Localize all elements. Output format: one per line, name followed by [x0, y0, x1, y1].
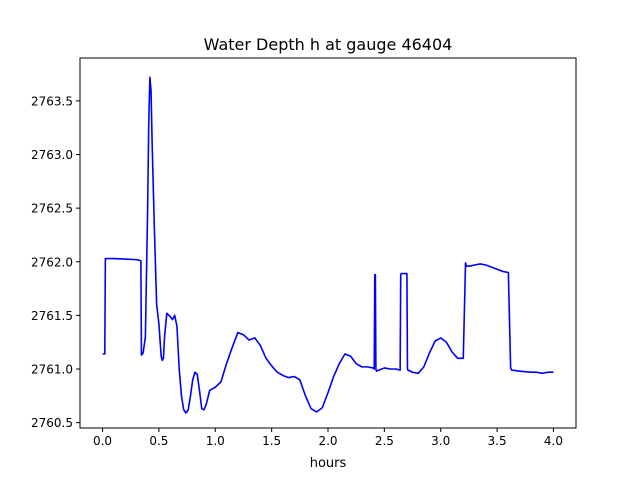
y-tick-label: 2760.5	[31, 416, 73, 430]
y-tick-label: 2763.5	[31, 94, 73, 108]
y-tick-label: 2763.0	[31, 148, 73, 162]
series-line	[102, 76, 554, 414]
x-axis: 0.0 0.5 1.0 1.5 2.0 2.5 3.0 3.5 4.0	[93, 428, 563, 448]
y-tick-label: 2761.0	[31, 363, 73, 377]
x-tick-label: 2.5	[375, 434, 394, 448]
y-tick-label: 2761.5	[31, 309, 73, 323]
x-tick-label: 0.5	[149, 434, 168, 448]
x-tick-label: 1.5	[262, 434, 281, 448]
y-tick-label: 2762.0	[31, 255, 73, 269]
y-axis: 2760.5 2761.0 2761.5 2762.0 2762.5 2763.0 2763…	[31, 94, 80, 430]
x-tick-label: 2.0	[318, 434, 337, 448]
x-tick-label: 3.5	[488, 434, 507, 448]
chart-title: Water Depth h at gauge 46404	[204, 35, 453, 54]
plot-area	[102, 76, 554, 414]
x-tick-label: 4.0	[544, 434, 563, 448]
x-tick-label: 0.0	[93, 434, 112, 448]
x-tick-label: 3.0	[431, 434, 450, 448]
y-tick-label: 2762.5	[31, 202, 73, 216]
x-tick-label: 1.0	[206, 434, 225, 448]
x-axis-label: hours	[310, 456, 347, 471]
axes-frame	[79, 57, 577, 429]
